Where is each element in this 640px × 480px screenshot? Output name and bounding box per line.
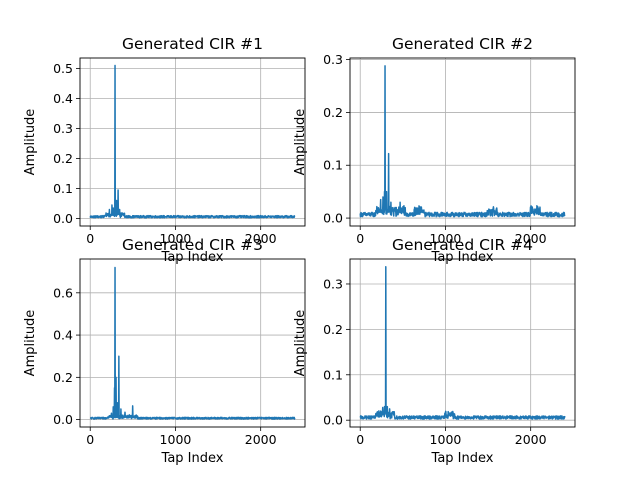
y-axis-label: Amplitude (293, 310, 308, 377)
axes-frame (349, 258, 576, 428)
axes-frame (79, 57, 306, 227)
subplot-title: Generated CIR #4 (392, 236, 533, 254)
x-tick-label: 0 (356, 231, 364, 246)
x-tick-label: 2000 (245, 231, 277, 246)
x-tick-label: 1000 (430, 432, 462, 447)
y-tick-label: 0.1 (323, 367, 343, 382)
subplot-title: Generated CIR #1 (122, 35, 263, 53)
cir-series-line (89, 266, 296, 420)
y-axis-label: Amplitude (23, 109, 38, 176)
y-axis-label: Amplitude (293, 109, 308, 176)
y-tick-label: 0.2 (53, 370, 73, 385)
y-tick-label: 0.0 (323, 211, 343, 226)
subplot-1: 0 1000 2000 0.0 0.1 0.2 0.3 0.4 0.5 Tap Index Ampl… (23, 35, 306, 265)
cir-series-line (359, 265, 566, 420)
x-tick-label: 0 (86, 432, 94, 447)
x-axis-label: Tap Index (161, 451, 224, 466)
y-tick-label: 0.2 (323, 105, 343, 120)
y-tick-label: 0.3 (323, 276, 343, 291)
y-axis-label: Amplitude (23, 310, 38, 377)
x-axis-label: Tap Index (161, 250, 224, 265)
y-tick-label: 0.4 (53, 91, 73, 106)
axes-frame (349, 57, 576, 227)
x-tick-label: 1000 (160, 432, 192, 447)
subplot-3: 0 1000 2000 0.0 0.2 0.4 0.6 Tap Index Amplitude G… (23, 236, 306, 466)
x-tick-label: 2000 (515, 231, 547, 246)
y-tick-label: 0.0 (53, 211, 73, 226)
x-tick-label: 1000 (160, 231, 192, 246)
x-tick-label: 1000 (430, 231, 462, 246)
x-axis-label: Tap Index (431, 451, 494, 466)
cir-series-line (89, 64, 296, 219)
subplot-4: 0 1000 2000 0.0 0.1 0.2 0.3 Tap Index Amplitude G… (293, 236, 576, 466)
cir-series-line (359, 65, 566, 218)
y-tick-label: 0.1 (323, 158, 343, 173)
subplot-title: Generated CIR #3 (122, 236, 263, 254)
x-tick-label: 0 (356, 432, 364, 447)
axes-frame (79, 258, 306, 428)
y-tick-label: 0.3 (323, 52, 343, 67)
y-tick-label: 0.2 (53, 151, 73, 166)
y-tick-label: 0.5 (53, 61, 73, 76)
subplot-title: Generated CIR #2 (392, 35, 533, 53)
y-tick-label: 0.1 (53, 181, 73, 196)
y-tick-label: 0.6 (53, 285, 73, 300)
x-tick-label: 0 (86, 231, 94, 246)
y-tick-label: 0.3 (53, 121, 73, 136)
x-tick-label: 2000 (245, 432, 277, 447)
x-tick-label: 2000 (515, 432, 547, 447)
y-tick-label: 0.0 (53, 412, 73, 427)
y-tick-label: 0.2 (323, 322, 343, 337)
y-tick-label: 0.4 (53, 328, 73, 343)
x-axis-label: Tap Index (431, 250, 494, 265)
y-tick-label: 0.0 (323, 413, 343, 428)
subplot-2: 0 1000 2000 0.0 0.1 0.2 0.3 Tap Index Amplitude G… (293, 35, 576, 265)
